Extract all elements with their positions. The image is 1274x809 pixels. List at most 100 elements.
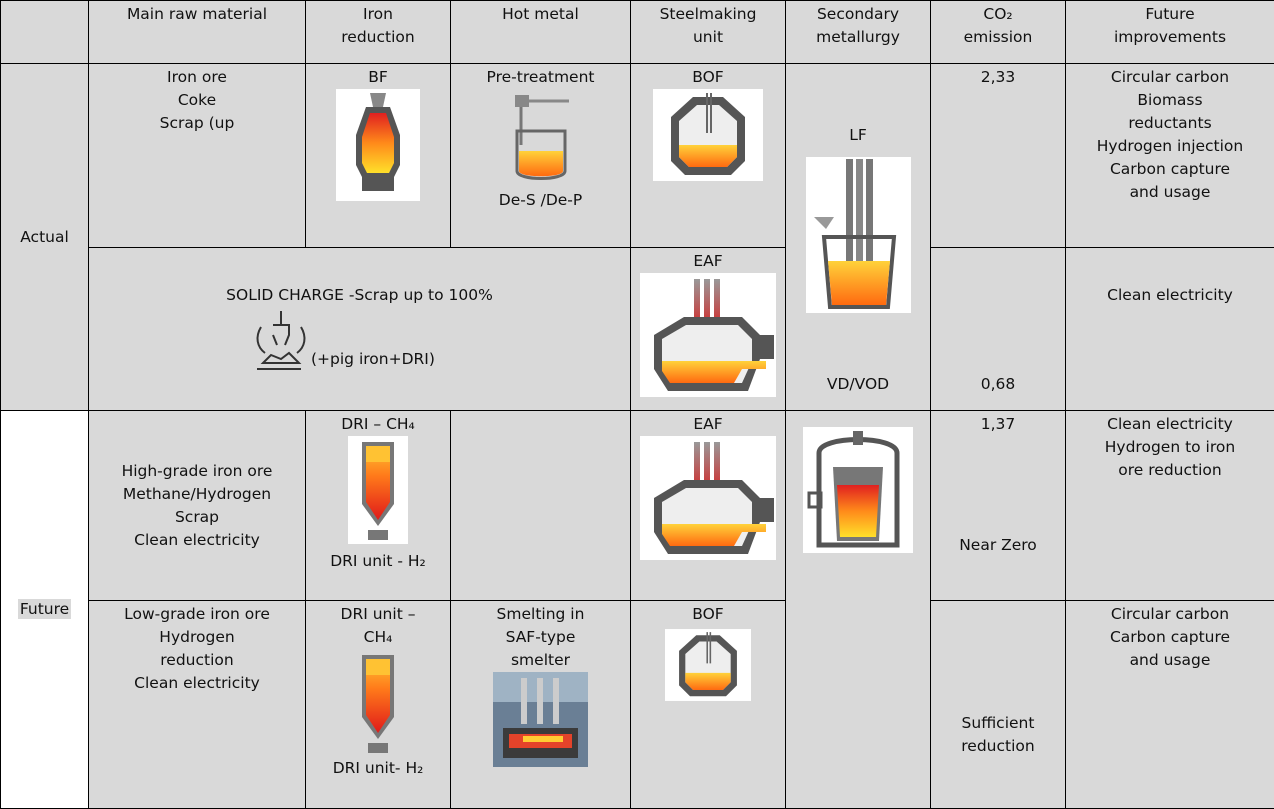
- text: EAF: [693, 250, 722, 273]
- text: Biomass: [1068, 89, 1272, 112]
- text: Scrap: [91, 506, 303, 529]
- text: BOF: [692, 603, 723, 626]
- text: Clean electricity: [1068, 284, 1272, 307]
- text: 2,33: [933, 66, 1063, 89]
- smelter-photo: [493, 672, 588, 767]
- cell: 1,37 Near Zero: [931, 411, 1066, 601]
- page: Main raw material Ironreduction Hot meta…: [0, 0, 1274, 808]
- text: Coke: [91, 89, 303, 112]
- header-text: unit: [633, 26, 783, 49]
- header-text: improvements: [1068, 26, 1272, 49]
- text: Scrap (up: [91, 112, 303, 135]
- text: LF: [849, 124, 867, 147]
- text: SOLID CHARGE -Scrap up to 100%: [91, 284, 628, 307]
- text: De-S /De-P: [499, 189, 582, 212]
- text: Circular carbon: [1068, 603, 1272, 626]
- text: and usage: [1068, 649, 1272, 672]
- text: SAF-type: [506, 626, 576, 649]
- cell: 2,33: [931, 64, 1066, 248]
- text: DRI unit - H₂: [330, 550, 426, 573]
- cell: EAF: [631, 411, 786, 601]
- header-text: metallurgy: [788, 26, 928, 49]
- dri-shaft-icon: [348, 436, 408, 544]
- text: Smelting in: [497, 603, 585, 626]
- text: smelter: [511, 649, 570, 672]
- text: reduction: [933, 735, 1063, 758]
- vacuum-degasser-icon: [803, 427, 913, 553]
- process-table: Main raw material Ironreduction Hot meta…: [0, 0, 1274, 809]
- cell: EAF: [631, 248, 786, 411]
- header-text: Hot metal: [453, 3, 628, 26]
- text: BOF: [692, 66, 723, 89]
- text: 0,68: [933, 373, 1063, 396]
- text: Hydrogen to iron: [1068, 436, 1272, 459]
- text: Clean electricity: [91, 672, 303, 695]
- text: Sufficient: [933, 712, 1063, 735]
- text: BF: [368, 66, 388, 89]
- text: Clean electricity: [1068, 413, 1272, 436]
- cell: LF VD/VOD: [786, 64, 931, 411]
- ladle-furnace-icon: [806, 157, 911, 313]
- charge-note: (+pig iron+DRI): [251, 307, 628, 371]
- text: Hydrogen injection: [1068, 135, 1272, 158]
- group-cell: Actual: [1, 64, 89, 411]
- header-text: reduction: [308, 26, 448, 49]
- blast-furnace-icon: [336, 89, 420, 201]
- cell: Pre-treatment De-S /De-P: [451, 64, 631, 248]
- pretreatment-icon: [499, 89, 583, 189]
- eaf-icon: [640, 436, 776, 560]
- text: DRI unit –: [341, 603, 416, 626]
- text: Low-grade iron ore: [91, 603, 303, 626]
- header-text: Steelmaking: [633, 3, 783, 26]
- scrap-crane-icon: [251, 307, 311, 371]
- bof-icon: [665, 626, 751, 704]
- cell: DRI unit –CH₄ DRI unit- H₂: [306, 601, 451, 809]
- cell: BOF: [631, 64, 786, 248]
- text: Carbon capture: [1068, 626, 1272, 649]
- bof-icon: [653, 89, 763, 181]
- header-text: emission: [933, 26, 1063, 49]
- text: (+pig iron+DRI): [311, 348, 435, 371]
- text: Near Zero: [959, 534, 1037, 557]
- cell: [786, 411, 931, 809]
- header-text: Future: [1068, 3, 1272, 26]
- eaf-icon: [640, 273, 776, 397]
- text: Methane/Hydrogen: [91, 483, 303, 506]
- text: EAF: [693, 413, 722, 436]
- header-cell: Hot metal: [451, 1, 631, 64]
- text: High-grade iron ore: [91, 460, 303, 483]
- text: Pre-treatment: [487, 66, 595, 89]
- text: and usage: [1068, 181, 1272, 204]
- dri-shaft-icon: [348, 649, 408, 757]
- row: SOLID CHARGE -Scrap up to 100% (+pig iro…: [1, 248, 1274, 411]
- cell: BF: [306, 64, 451, 248]
- text: Iron ore: [91, 66, 303, 89]
- cell: 0,68: [931, 248, 1066, 411]
- text: DRI – CH₄: [341, 413, 415, 436]
- corner-cell: [1, 1, 89, 64]
- text: VD/VOD: [827, 373, 889, 396]
- text: CH₄: [364, 626, 393, 649]
- text: 1,37: [981, 413, 1016, 436]
- group-label: Actual: [20, 228, 69, 246]
- cell: DRI – CH₄ DRI unit - H₂: [306, 411, 451, 601]
- group-cell: Future: [1, 411, 89, 809]
- cell: BOF: [631, 601, 786, 809]
- text: reduction: [91, 649, 303, 672]
- text: ore reduction: [1068, 459, 1272, 482]
